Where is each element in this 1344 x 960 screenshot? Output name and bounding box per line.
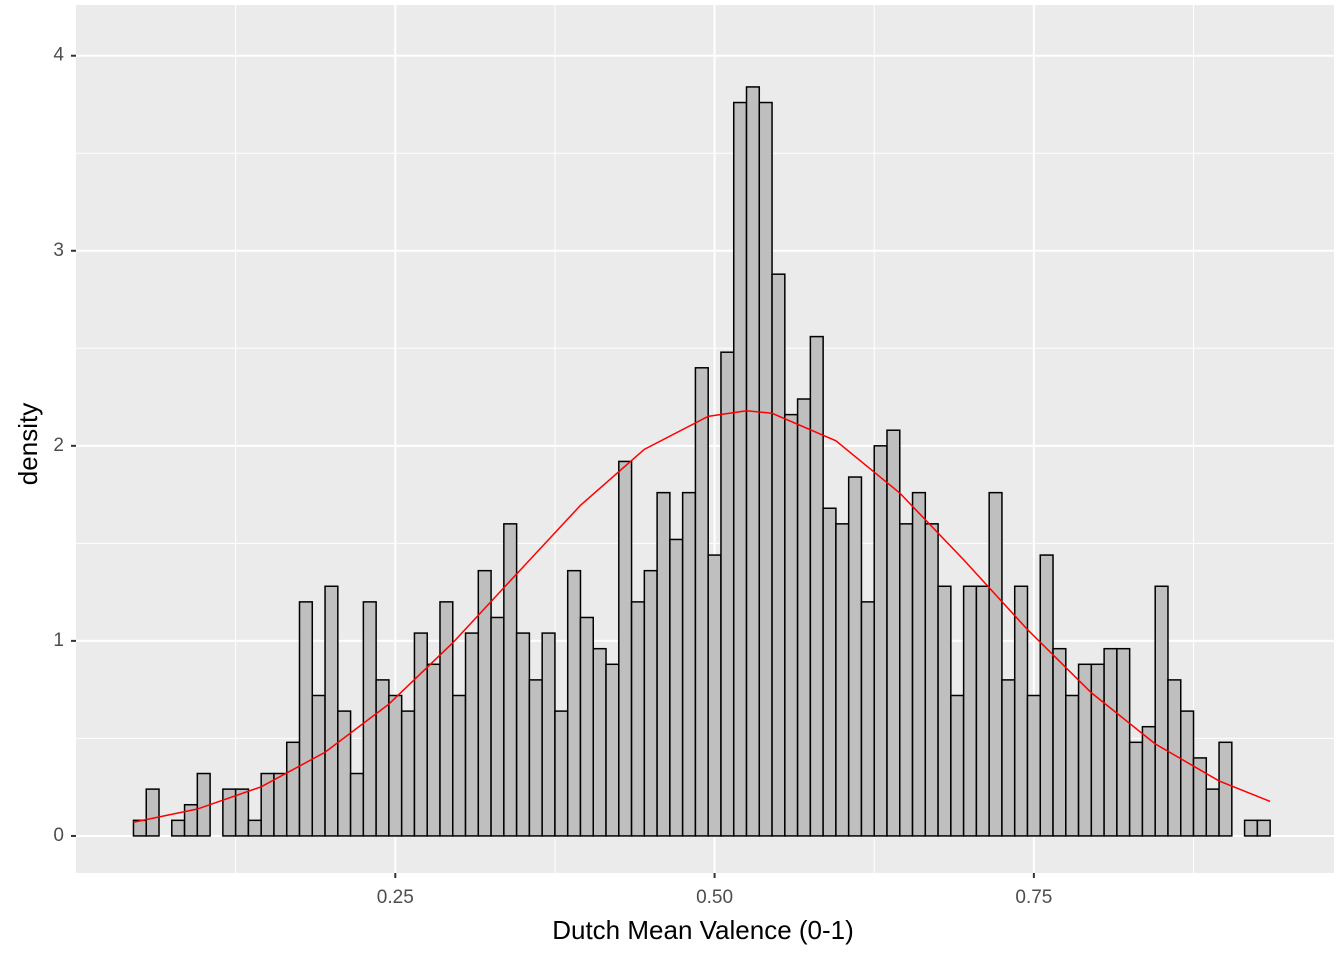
bar: [937, 585, 952, 837]
bar: [541, 632, 556, 837]
bar: [630, 601, 646, 837]
y-tick-label: 1: [53, 630, 64, 651]
bar: [452, 694, 467, 837]
bar: [822, 507, 837, 837]
bar: [707, 554, 722, 837]
bar: [975, 585, 990, 837]
bar: [439, 601, 454, 837]
bar: [745, 86, 761, 837]
y-tick-label: 2: [53, 435, 64, 456]
bar: [643, 569, 658, 837]
bar: [554, 710, 569, 837]
bar: [720, 351, 735, 837]
bar: [234, 788, 250, 837]
bar: [618, 460, 633, 837]
bar: [388, 694, 403, 837]
bar: [1039, 554, 1054, 837]
bar: [1013, 585, 1029, 837]
bar: [988, 491, 1003, 837]
bar: [1154, 585, 1169, 837]
bar: [694, 367, 709, 837]
y-tick-label: 0: [53, 825, 64, 846]
bar: [809, 335, 824, 837]
y-tick-label: 3: [53, 240, 64, 261]
bar: [1205, 788, 1220, 837]
x-tick-label: 0.25: [377, 887, 414, 908]
bar: [324, 585, 339, 837]
bar: [860, 601, 875, 837]
bar: [1116, 647, 1131, 837]
bar: [656, 491, 671, 837]
bar: [847, 476, 863, 837]
bar: [592, 647, 607, 837]
bar: [145, 788, 160, 837]
bar: [311, 694, 326, 837]
bar: [349, 772, 365, 837]
bar: [1052, 647, 1067, 837]
bar: [400, 710, 416, 837]
bar: [1001, 679, 1016, 837]
bar: [579, 616, 594, 837]
x-axis-title: Dutch Mean Valence (0-1): [552, 915, 854, 945]
bar: [490, 616, 505, 837]
bar: [962, 585, 978, 837]
bar: [1103, 647, 1118, 837]
bar: [924, 523, 939, 837]
bar: [605, 663, 620, 837]
bar: [873, 445, 888, 837]
bar: [1090, 663, 1105, 837]
bar: [375, 679, 390, 837]
bar: [681, 491, 697, 837]
density-curve: [133, 409, 1271, 824]
bar: [835, 523, 850, 837]
bar: [298, 601, 314, 837]
bar: [528, 679, 543, 837]
bar: [566, 569, 582, 837]
bar: [1128, 741, 1144, 837]
y-tick-label: 4: [53, 45, 64, 66]
y-axis-title: density: [13, 403, 43, 485]
bar: [515, 632, 531, 837]
bar: [771, 273, 786, 837]
bar: [464, 632, 480, 837]
bar: [413, 632, 428, 837]
bar: [732, 101, 748, 837]
bar: [1256, 819, 1271, 837]
bar: [132, 819, 147, 837]
bar: [796, 398, 812, 837]
bar: [247, 819, 262, 837]
bar: [950, 694, 965, 837]
bar: [1218, 741, 1233, 837]
bar: [426, 663, 441, 837]
bar: [1065, 694, 1080, 837]
bar: [784, 413, 799, 837]
bar: [1179, 710, 1195, 837]
bar: [669, 538, 684, 837]
bar: [273, 772, 288, 837]
bar: [1243, 819, 1259, 837]
x-tick-label: 0.75: [1015, 887, 1052, 908]
bar: [285, 741, 301, 837]
bar: [758, 101, 773, 837]
bar: [899, 523, 914, 837]
bar: [171, 819, 186, 837]
bar: [911, 491, 927, 837]
bar: [477, 569, 492, 837]
x-tick-label: 0.50: [696, 887, 733, 908]
bar: [1026, 694, 1042, 837]
bar: [337, 710, 352, 837]
bar: [503, 523, 518, 837]
